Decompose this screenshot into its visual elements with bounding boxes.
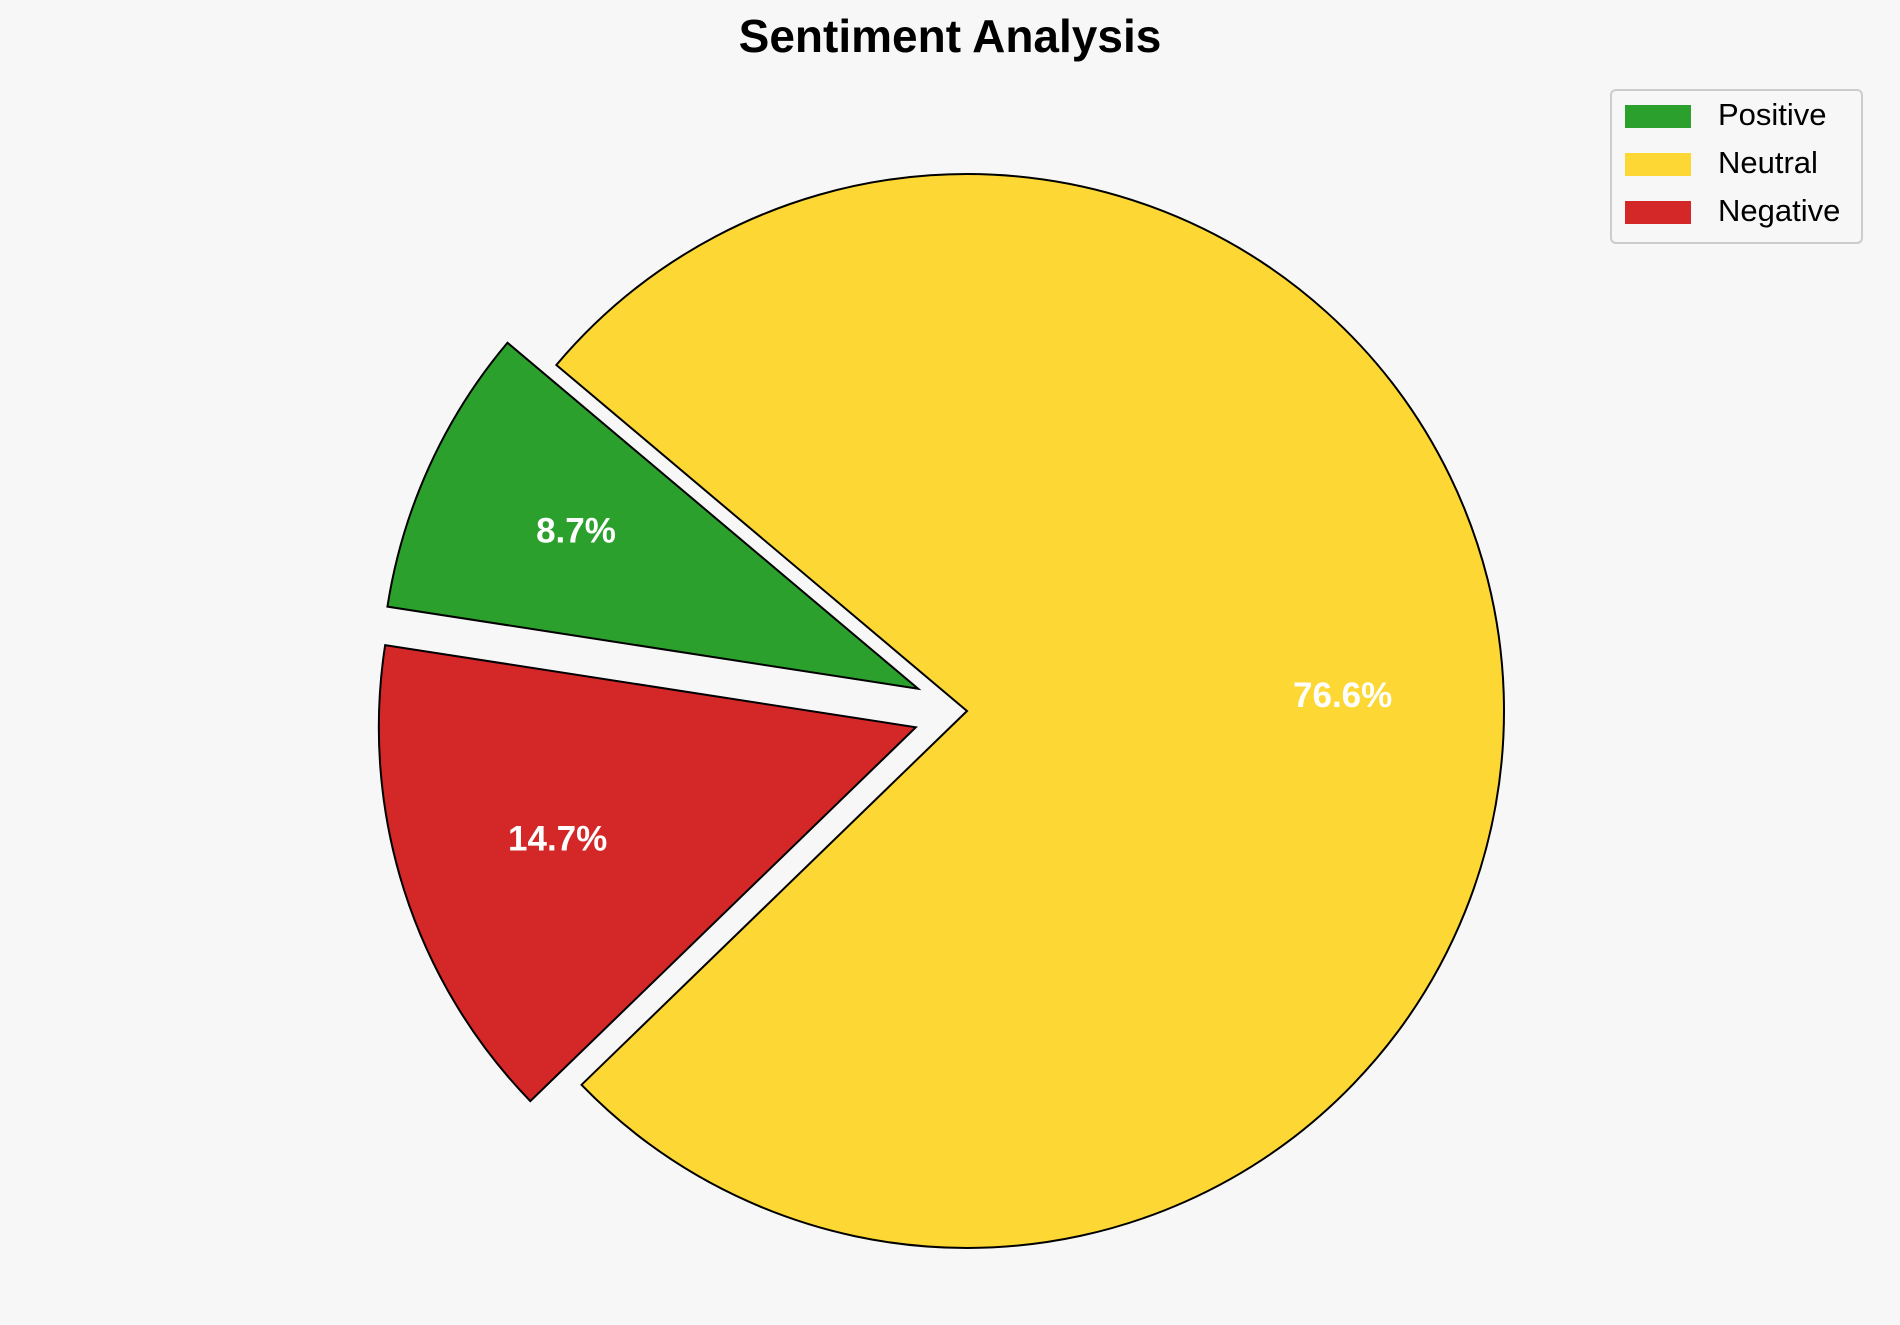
slice-label: 8.7% bbox=[536, 511, 616, 550]
legend-label: Neutral bbox=[1718, 145, 1818, 180]
pie-slice bbox=[377, 643, 918, 1103]
legend-swatch bbox=[1625, 153, 1691, 176]
legend-swatch bbox=[1625, 105, 1691, 128]
pie: 8.7% 76.6% 14.7% bbox=[377, 173, 1505, 1249]
slice-label: 14.7% bbox=[508, 820, 607, 859]
chart-title: Sentiment Analysis bbox=[739, 10, 1162, 62]
legend-label: Negative bbox=[1718, 193, 1840, 228]
slice-label: 76.6% bbox=[1293, 676, 1392, 715]
legend: Positive Neutral Negative bbox=[1610, 89, 1863, 244]
legend-swatch bbox=[1625, 201, 1691, 224]
pie-slice bbox=[386, 341, 922, 691]
legend-label: Positive bbox=[1718, 97, 1827, 132]
pie-slice bbox=[554, 173, 1505, 1249]
